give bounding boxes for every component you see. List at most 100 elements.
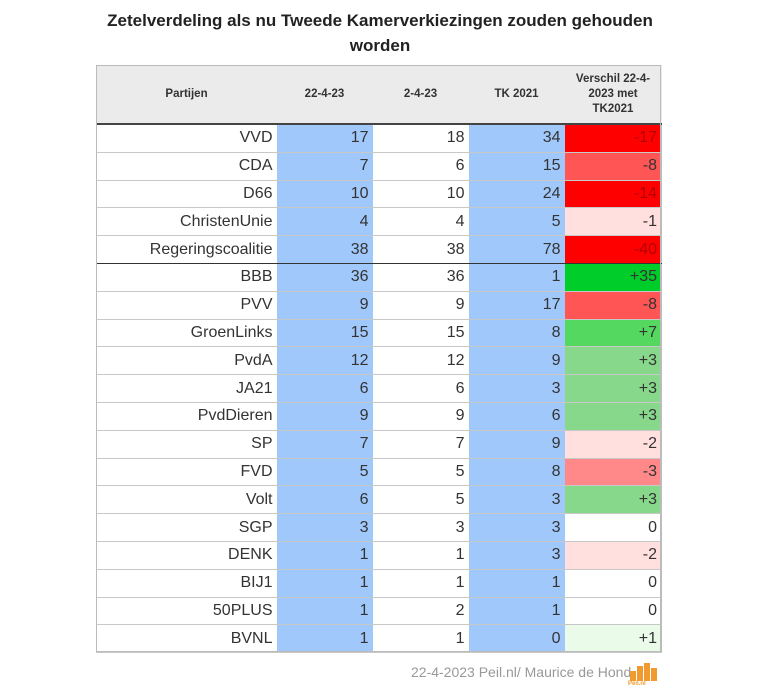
diff-cell: -40 — [564, 235, 662, 264]
seats-tk2021-cell: 1 — [468, 263, 565, 292]
seats-tk2021-cell: 3 — [468, 485, 565, 515]
party-cell: VVD — [96, 124, 277, 153]
diff-cell: -17 — [564, 124, 662, 153]
seats-22-4-23-cell: 15 — [276, 319, 373, 348]
diff-cell: -8 — [564, 291, 662, 320]
seats-22-4-23-cell: 3 — [276, 513, 373, 542]
party-cell: Volt — [96, 485, 277, 515]
seats-tk2021-cell: 3 — [468, 541, 565, 570]
party-cell: PvdA — [96, 346, 277, 376]
party-cell: FVD — [96, 458, 277, 487]
header-2-4-23: 2-4-23 — [372, 65, 469, 125]
diff-cell: +1 — [564, 624, 662, 654]
peil-logo: Peil.nl — [628, 661, 658, 687]
diff-cell: +35 — [564, 263, 662, 292]
coalition-row: Regeringscoalitie 38 38 78 -40 — [96, 235, 662, 264]
party-cell: ChristenUnie — [96, 207, 277, 237]
seats-2-4-23-cell: 6 — [372, 152, 469, 181]
table-row: GroenLinks 15 15 8 +7 — [96, 319, 662, 348]
seats-22-4-23-cell: 5 — [276, 458, 373, 487]
party-cell: D66 — [96, 180, 277, 209]
seats-2-4-23-cell: 1 — [372, 569, 469, 598]
diff-cell: +3 — [564, 346, 662, 376]
seats-2-4-23-cell: 12 — [372, 346, 469, 376]
diff-cell: -14 — [564, 180, 662, 209]
seats-2-4-23-cell: 1 — [372, 624, 469, 654]
table-row: FVD 5 5 8 -3 — [96, 458, 662, 487]
diff-cell: -2 — [564, 541, 662, 570]
seats-tk2021-cell: 24 — [468, 180, 565, 209]
seats-2-4-23-cell: 4 — [372, 207, 469, 237]
seats-2-4-23-cell: 15 — [372, 319, 469, 348]
logo-text: Peil.nl — [628, 681, 646, 687]
seats-22-4-23-cell: 7 — [276, 152, 373, 181]
diff-cell: -3 — [564, 458, 662, 487]
diff-cell: +3 — [564, 402, 662, 431]
seats-tk2021-cell: 8 — [468, 319, 565, 348]
seats-tk2021-cell: 17 — [468, 291, 565, 320]
diff-cell: 0 — [564, 597, 662, 626]
seats-22-4-23-cell: 6 — [276, 374, 373, 403]
seats-2-4-23-cell: 1 — [372, 541, 469, 570]
seats-22-4-23-cell: 38 — [276, 235, 373, 264]
diff-cell: +3 — [564, 374, 662, 403]
table-row: PVV 9 9 17 -8 — [96, 291, 662, 320]
seats-2-4-23-cell: 9 — [372, 291, 469, 320]
table-row: SP 7 7 9 -2 — [96, 430, 662, 459]
party-cell: GroenLinks — [96, 319, 277, 348]
party-cell: BIJ1 — [96, 569, 277, 598]
seats-tk2021-cell: 5 — [468, 207, 565, 237]
table-row: PvdA 12 12 9 +3 — [96, 346, 662, 376]
table-row: ChristenUnie 4 4 5 -1 — [96, 207, 662, 237]
party-cell: DENK — [96, 541, 277, 570]
seats-tk2021-cell: 0 — [468, 624, 565, 654]
party-cell: PvdDieren — [96, 402, 277, 431]
seats-tk2021-cell: 8 — [468, 458, 565, 487]
header-verschil: Verschil 22-4-2023 met TK2021 — [564, 65, 662, 125]
party-cell: PVV — [96, 291, 277, 320]
table-row: DENK 1 1 3 -2 — [96, 541, 662, 570]
diff-cell: 0 — [564, 513, 662, 542]
seats-tk2021-cell: 9 — [468, 346, 565, 376]
seats-tk2021-cell: 1 — [468, 597, 565, 626]
seats-22-4-23-cell: 1 — [276, 541, 373, 570]
seats-22-4-23-cell: 6 — [276, 485, 373, 515]
diff-cell: 0 — [564, 569, 662, 598]
diff-cell: +7 — [564, 319, 662, 348]
party-cell: SP — [96, 430, 277, 459]
seats-2-4-23-cell: 10 — [372, 180, 469, 209]
seats-22-4-23-cell: 17 — [276, 124, 373, 153]
seats-tk2021-cell: 3 — [468, 374, 565, 403]
table-row: 50PLUS 1 2 1 0 — [96, 597, 662, 626]
seats-22-4-23-cell: 36 — [276, 263, 373, 292]
seats-2-4-23-cell: 5 — [372, 485, 469, 515]
seats-22-4-23-cell: 1 — [276, 597, 373, 626]
seats-tk2021-cell: 78 — [468, 235, 565, 264]
table-row: Volt 6 5 3 +3 — [96, 485, 662, 515]
party-cell: JA21 — [96, 374, 277, 403]
seats-22-4-23-cell: 4 — [276, 207, 373, 237]
footer-credit: 22-4-2023 Peil.nl/ Maurice de Hond — [411, 664, 632, 680]
seats-22-4-23-cell: 12 — [276, 346, 373, 376]
seats-2-4-23-cell: 5 — [372, 458, 469, 487]
header-22-4-23: 22-4-23 — [276, 65, 373, 125]
table-row: SGP 3 3 3 0 — [96, 513, 662, 542]
party-cell: Regeringscoalitie — [96, 235, 277, 264]
seats-tk2021-cell: 34 — [468, 124, 565, 153]
table-row: BBB 36 36 1 +35 — [96, 263, 662, 292]
seats-22-4-23-cell: 1 — [276, 569, 373, 598]
seats-22-4-23-cell: 10 — [276, 180, 373, 209]
table-row: D66 10 10 24 -14 — [96, 180, 662, 209]
diff-cell: -1 — [564, 207, 662, 237]
seats-22-4-23-cell: 7 — [276, 430, 373, 459]
seats-22-4-23-cell: 9 — [276, 291, 373, 320]
diff-cell: -2 — [564, 430, 662, 459]
chart-title: Zetelverdeling als nu Tweede Kamerverkie… — [107, 11, 653, 55]
seats-22-4-23-cell: 9 — [276, 402, 373, 431]
table-row: BVNL 1 1 0 +1 — [96, 624, 662, 654]
seats-22-4-23-cell: 1 — [276, 624, 373, 654]
party-cell: BBB — [96, 263, 277, 292]
party-cell: 50PLUS — [96, 597, 277, 626]
seats-tk2021-cell: 15 — [468, 152, 565, 181]
seats-2-4-23-cell: 9 — [372, 402, 469, 431]
